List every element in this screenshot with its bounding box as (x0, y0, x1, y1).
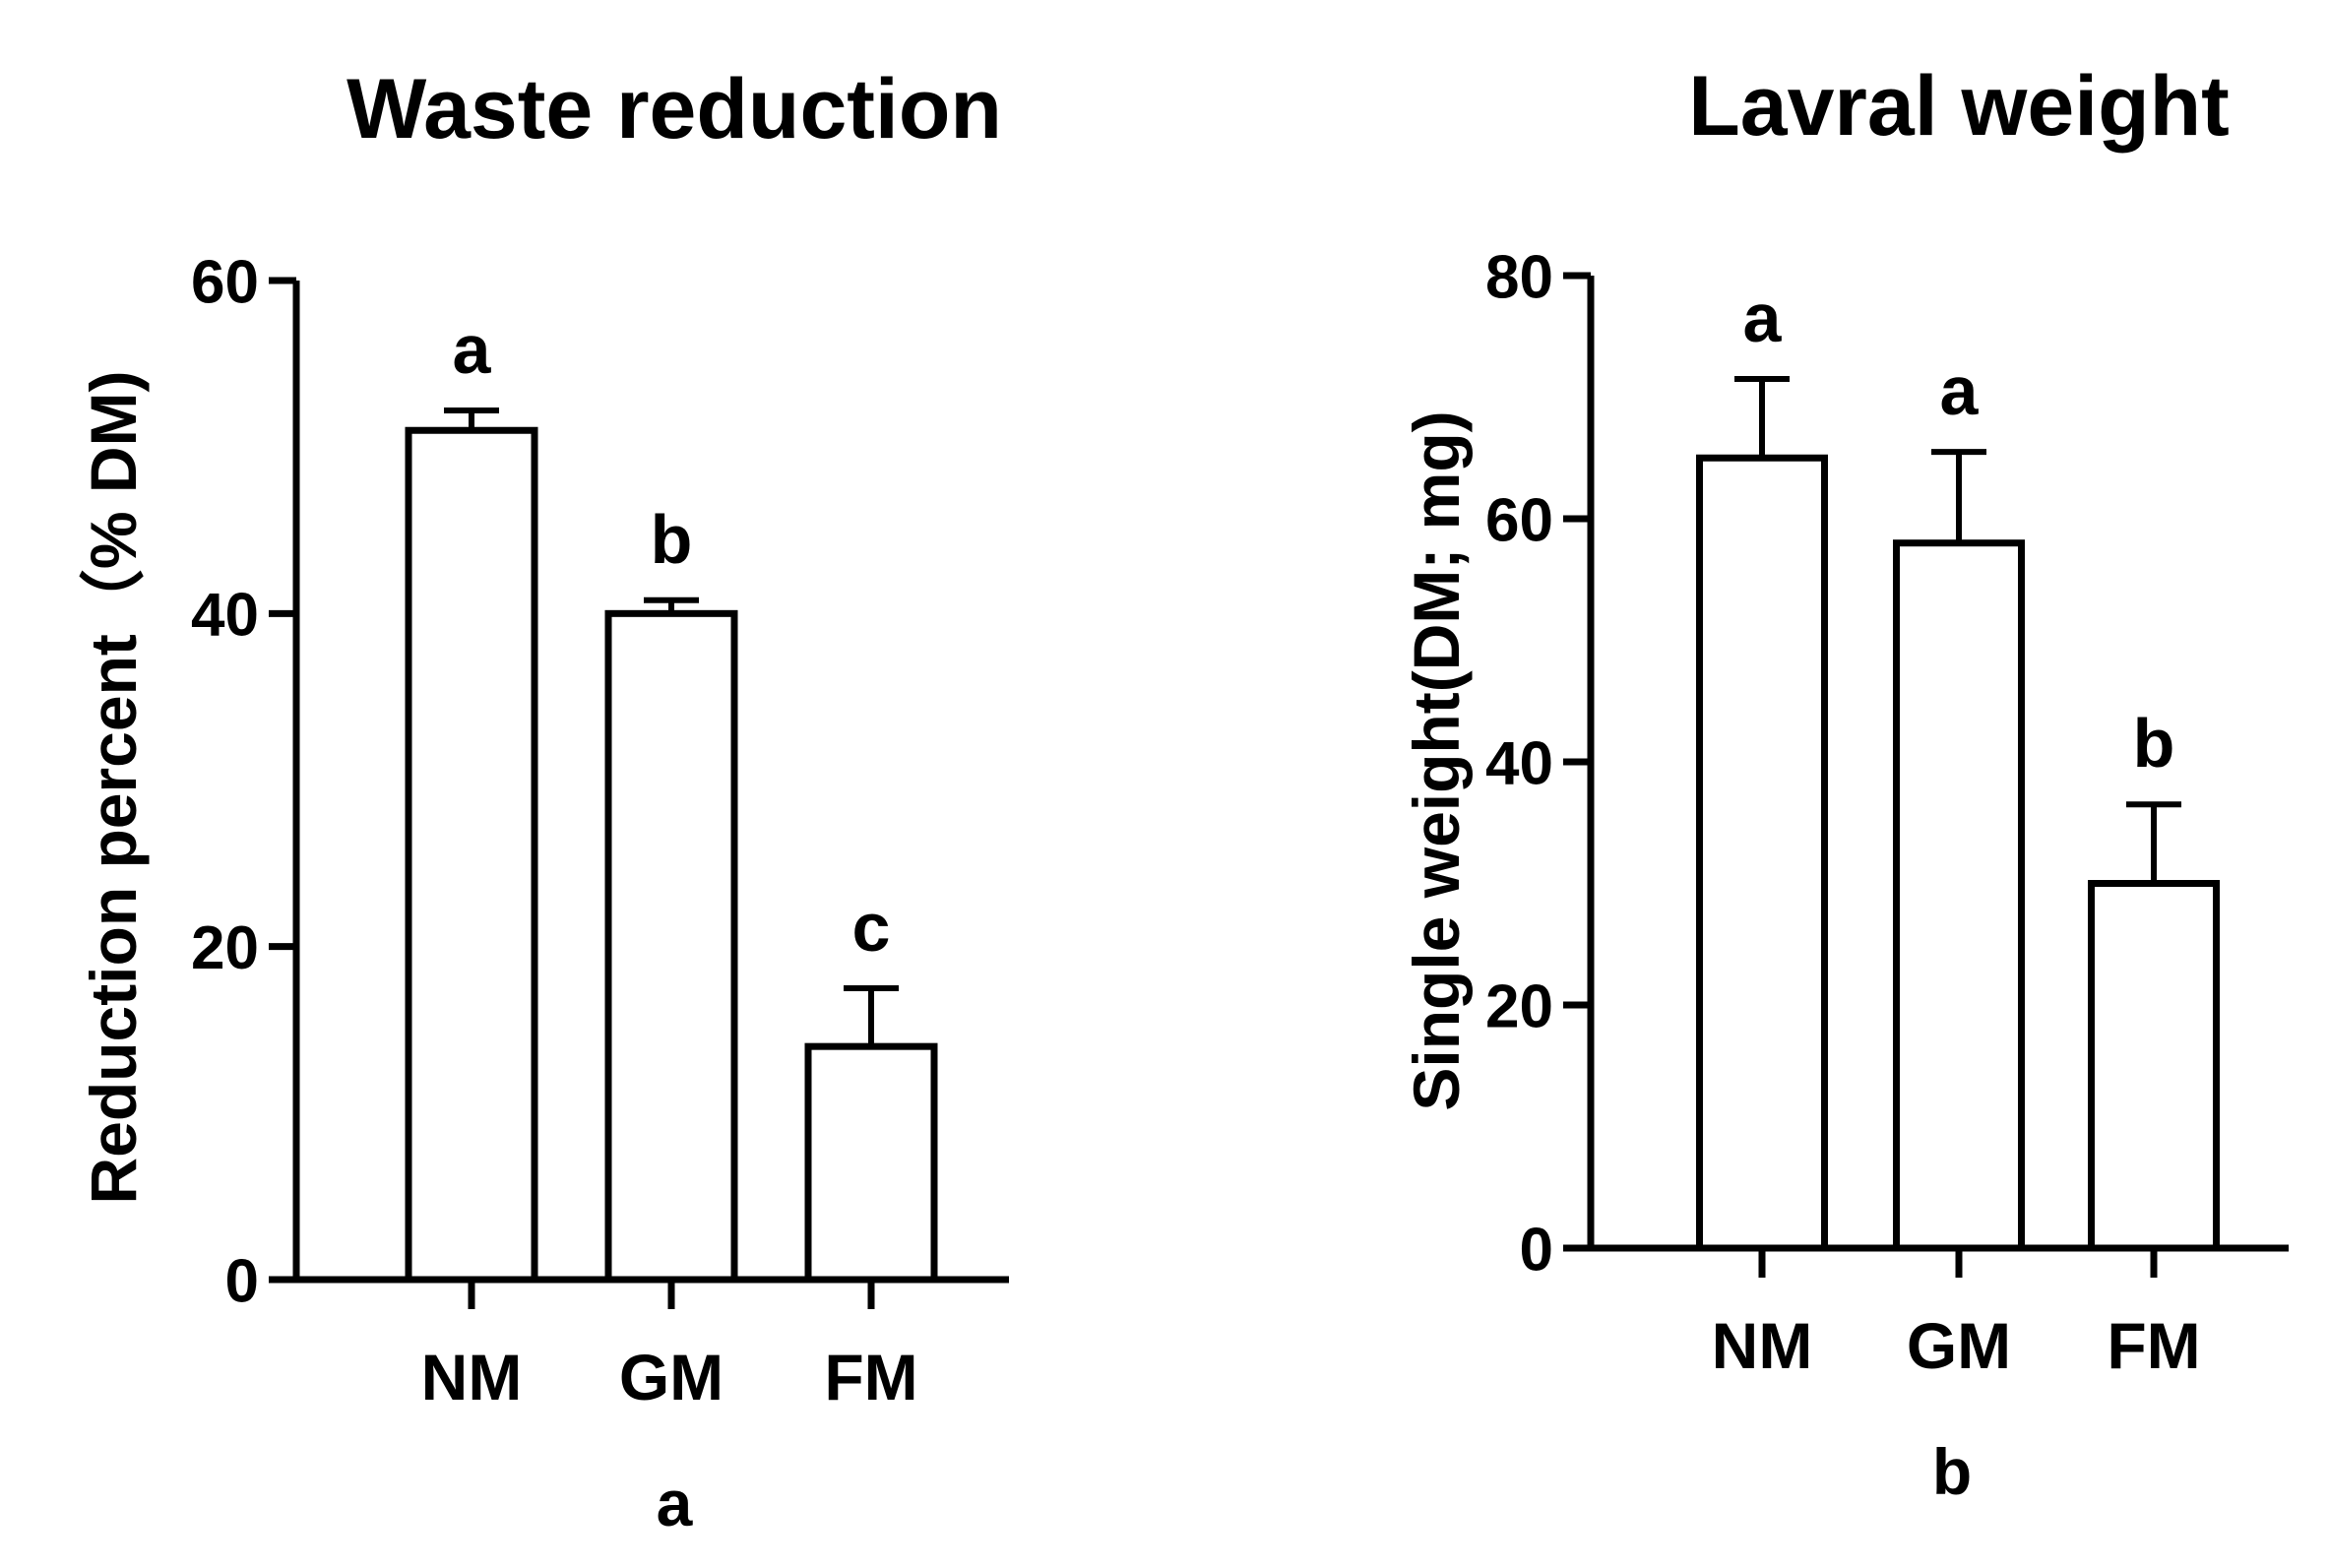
bar-nm (1696, 454, 1828, 1252)
y-tick-label: 60 (1485, 486, 1553, 554)
y-tick-label: 40 (191, 582, 259, 650)
x-tick-label: GM (619, 1341, 724, 1413)
significance-label: c (852, 889, 891, 966)
bar-gm (604, 609, 738, 1284)
y-tick-label: 20 (191, 914, 259, 982)
x-tick-label: NM (421, 1341, 523, 1413)
y-tick-label: 40 (1485, 729, 1553, 797)
significance-label: a (1940, 352, 1980, 429)
bar-nm (405, 426, 538, 1284)
panel-larval-weight: Lavral weight Single weight(DM; mg) b 0 2… (1400, 59, 2289, 1508)
y-tick-label: 60 (191, 248, 259, 316)
panel-label: b (1932, 1435, 1972, 1508)
x-tick-label: FM (2107, 1309, 2200, 1382)
y-tick-label: 0 (1520, 1216, 1553, 1284)
bars: a b c (405, 311, 938, 1284)
bar-fm (804, 1042, 938, 1284)
bar-fm (2088, 880, 2220, 1252)
y-axis-label: Reduction percent（% DM) (77, 370, 150, 1204)
chart-title: Waste reduction (346, 62, 1002, 157)
axes: 0 20 40 60 NM GM FM (191, 248, 1009, 1413)
significance-label: b (651, 501, 693, 578)
y-axis-label: Single weight(DM; mg) (1400, 410, 1473, 1110)
chart-title: Lavral weight (1688, 59, 2230, 154)
significance-label: a (453, 311, 492, 388)
significance-label: b (2133, 705, 2175, 782)
bars: a a b (1696, 280, 2220, 1252)
y-tick-label: 0 (225, 1247, 259, 1315)
panel-waste-reduction: Waste reduction Reduction percent（% DM) … (77, 62, 1009, 1539)
x-tick-label: GM (1907, 1309, 2011, 1382)
y-tick-label: 20 (1485, 972, 1553, 1040)
bar-gm (1893, 539, 2025, 1252)
y-tick-label: 80 (1485, 243, 1553, 311)
x-tick-label: NM (1712, 1309, 1813, 1382)
x-tick-label: FM (824, 1341, 917, 1413)
panel-label: a (657, 1467, 694, 1539)
significance-label: a (1743, 280, 1783, 356)
